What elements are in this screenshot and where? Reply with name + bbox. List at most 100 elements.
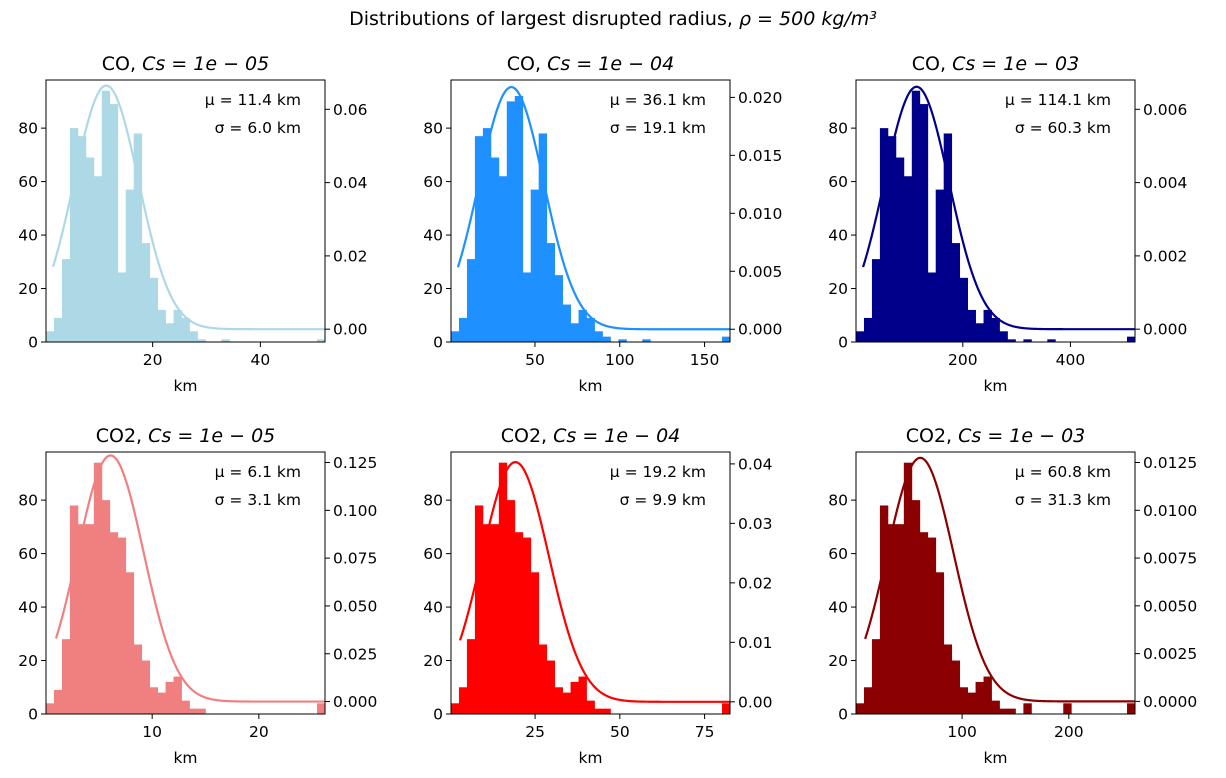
x-tick-label: 50 xyxy=(525,351,545,369)
y2-tick-label: 0.02 xyxy=(333,247,368,265)
histogram-bar xyxy=(61,639,71,714)
histogram-bar xyxy=(53,689,63,714)
histogram-bar xyxy=(975,323,984,342)
histogram-bar xyxy=(490,524,500,714)
y-tick-label: 40 xyxy=(18,599,38,617)
histogram-bars xyxy=(451,462,730,714)
subplot-title-gas: CO, xyxy=(102,53,142,75)
histogram-bar xyxy=(871,639,881,714)
histogram-bar xyxy=(538,133,548,342)
histogram-bar xyxy=(157,309,166,342)
subplot-title-cs: Cs = 1e − 03 xyxy=(958,425,1085,447)
histogram-bar xyxy=(586,700,595,714)
y2-tick-label: 0.0025 xyxy=(1143,645,1197,663)
y-tick-label: 20 xyxy=(18,280,38,298)
histogram-bar xyxy=(53,317,63,342)
subplot-title: CO, Cs = 1e − 05 xyxy=(102,53,269,75)
y-tick-label: 0 xyxy=(433,334,443,352)
x-tick-label: 200 xyxy=(948,351,978,369)
histogram-bar xyxy=(594,708,603,714)
mu-annotation: μ = 11.4 km xyxy=(205,91,301,109)
y2-tick-label: 0.0100 xyxy=(1143,502,1197,520)
histogram-bar xyxy=(451,331,460,342)
x-tick-label: 20 xyxy=(249,723,269,741)
subplot-title-cs: Cs = 1e − 05 xyxy=(142,53,269,75)
histogram-bar xyxy=(514,96,524,342)
histogram-bar xyxy=(1047,339,1056,342)
histogram-bar xyxy=(887,136,897,342)
histogram-bar xyxy=(959,687,968,714)
y-tick-label: 40 xyxy=(423,599,443,617)
y2-tick-label: 0.000 xyxy=(333,693,377,711)
histogram-bar xyxy=(935,572,945,714)
histogram-bar xyxy=(863,687,873,714)
histogram-bar xyxy=(530,572,540,714)
histogram-bar xyxy=(538,644,548,714)
histogram-bar xyxy=(101,90,111,342)
histogram-bars xyxy=(856,462,1135,714)
subplot-title-gas: CO2, xyxy=(501,425,553,447)
suptitle-prefix: Distributions of largest disrupted radiu… xyxy=(349,8,739,30)
y-tick-label: 20 xyxy=(423,652,443,670)
histogram-bar xyxy=(133,133,143,342)
normal-fit-line xyxy=(458,461,730,703)
histogram-bar xyxy=(498,462,508,714)
histogram-bar xyxy=(61,259,71,342)
y-tick-label: 20 xyxy=(828,280,848,298)
histogram-bar xyxy=(46,331,55,342)
histogram-bar xyxy=(967,309,976,342)
normal-fit-line xyxy=(54,454,325,703)
histogram-bar xyxy=(165,323,174,342)
y2-tick-label: 0.050 xyxy=(333,597,377,615)
y-tick-label: 80 xyxy=(828,120,848,138)
histogram-bar xyxy=(514,532,524,714)
histogram-bar xyxy=(959,277,968,342)
x-tick-label: 100 xyxy=(605,351,635,369)
histogram-bar xyxy=(911,500,921,714)
histogram-bar xyxy=(117,537,127,714)
histogram-bar xyxy=(466,639,476,714)
x-axis-label: km xyxy=(578,377,602,395)
histogram-bar xyxy=(69,505,79,714)
y-tick-label: 40 xyxy=(18,227,38,245)
histogram-bar xyxy=(578,676,587,714)
y-tick-label: 40 xyxy=(828,599,848,617)
histogram-bar xyxy=(856,703,865,714)
subplot-4: 0 20 40 60 80 0.000 0.025 0.050 0.075 0.100 0.125 1… xyxy=(18,425,377,767)
y-tick-label: 60 xyxy=(18,173,38,191)
histogram-bar xyxy=(887,524,897,714)
histogram-bar xyxy=(69,128,79,342)
histogram-bar xyxy=(1023,339,1032,342)
histogram-bar xyxy=(93,176,103,342)
normal-fit-line xyxy=(864,456,1135,703)
histogram-bar xyxy=(506,500,516,714)
histogram-bar xyxy=(466,259,476,342)
histogram-bar xyxy=(474,136,484,342)
x-axis-label: km xyxy=(983,377,1007,395)
histogram-bar xyxy=(927,537,937,714)
histogram-bar xyxy=(879,128,889,342)
histogram-bar xyxy=(602,708,611,714)
mu-annotation: μ = 6.1 km xyxy=(215,463,301,481)
histogram-bar xyxy=(570,323,579,342)
histogram-bar xyxy=(999,331,1008,342)
sigma-annotation: σ = 3.1 km xyxy=(215,491,301,509)
y-tick-label: 20 xyxy=(423,280,443,298)
histogram-bar xyxy=(1023,703,1032,714)
y2-tick-label: 0.010 xyxy=(738,205,782,223)
histogram-bar xyxy=(1127,703,1135,714)
histogram-bar xyxy=(498,176,508,342)
histogram-bar xyxy=(999,708,1008,714)
histogram-bar xyxy=(562,692,571,714)
histogram-bar xyxy=(578,309,587,342)
y-tick-label: 80 xyxy=(828,492,848,510)
y2-tick-label: 0.006 xyxy=(1143,101,1187,119)
y-tick-label: 20 xyxy=(828,652,848,670)
mu-annotation: μ = 36.1 km xyxy=(610,91,706,109)
subplot-6: 0 20 40 60 80 0.0000 0.0025 0.0050 0.0075 0.0100 0… xyxy=(828,425,1197,767)
histogram-bar xyxy=(189,331,198,342)
y-tick-label: 0 xyxy=(838,334,848,352)
y-tick-label: 80 xyxy=(18,120,38,138)
histogram-bar xyxy=(125,189,135,342)
